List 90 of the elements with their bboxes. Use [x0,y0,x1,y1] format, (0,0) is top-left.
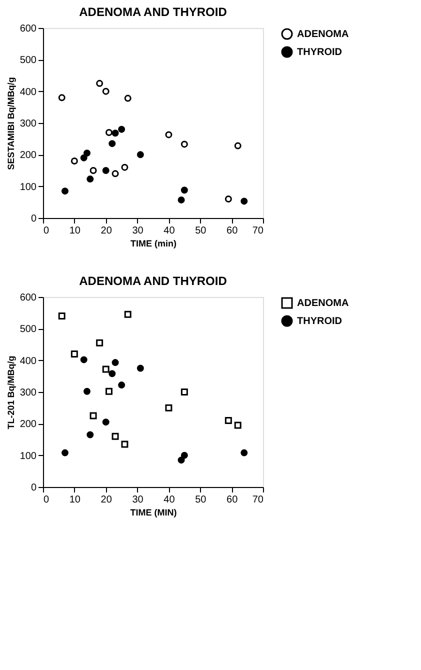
point [102,418,110,426]
point [102,167,110,174]
x-tick-label: 70 [252,226,264,236]
y-tick-label: 100 [20,450,37,462]
point [106,388,112,395]
y-tick-label: 0 [30,482,37,494]
point [121,164,128,171]
x-tick-label: 40 [164,494,176,506]
point [80,356,88,364]
point [112,130,119,137]
y-tick-label: 100 [20,182,37,193]
legend-label: THYROID [297,47,342,58]
y-tick-label: 600 [20,292,37,304]
point [90,412,97,420]
y-tick-label: 400 [20,86,37,98]
x-tick-label: 60 [226,494,238,506]
point [112,359,119,366]
point [180,140,188,148]
x-tick-label: 70 [252,494,264,506]
y-axis-title: TL-201 Bq/MBq/g [6,356,16,430]
x-tick-label: 50 [195,226,207,236]
point [124,94,132,102]
point [165,131,172,138]
x-tick-label: 20 [100,226,112,236]
point [178,456,185,464]
x-tick-label: 50 [195,494,207,506]
x-tick-label: 40 [164,226,176,236]
point [90,167,97,174]
legend-label: ADENOMA [297,29,349,40]
point [108,370,116,378]
point [112,432,119,440]
y-axis-title: SESTAMIBI Bq/MBq/g [6,77,16,170]
point [136,364,144,372]
point [86,431,94,438]
x-axis-title: TIME (min) [130,238,176,248]
point [180,186,188,194]
point [165,404,172,412]
point [96,80,104,87]
point [240,198,248,205]
x-tick-label: 10 [69,494,81,506]
x-tick-label: 10 [69,226,81,236]
y-tick-label: 500 [20,324,37,336]
point [136,151,144,158]
legend-label: ADENOMA [297,298,349,309]
x-tick-label: 20 [100,494,112,506]
point [224,417,232,424]
chart-title: ADENOMA AND THYROID [79,5,228,19]
point [118,382,126,389]
point [108,140,116,148]
x-axis-title: TIME (MIN) [130,508,177,518]
chart-title: ADENOMA AND THYROID [79,274,228,288]
point [178,196,185,204]
x-tick-label: 0 [44,494,50,506]
point [180,452,188,459]
point [124,310,132,318]
point [112,170,119,178]
point [58,94,66,102]
y-tick-label: 400 [20,356,37,367]
point [234,422,242,429]
point [80,154,88,162]
point [224,196,232,202]
point [121,440,128,448]
point [106,129,112,136]
y-tick-label: 200 [20,419,37,430]
y-tick-label: 200 [20,150,37,162]
y-tick-label: 0 [30,214,37,224]
point [234,142,242,150]
point [62,188,68,195]
point [96,339,104,346]
point [102,366,110,373]
y-tick-label: 600 [20,24,37,34]
legend-label: THYROID [297,316,342,327]
point [62,449,68,456]
point [118,126,126,133]
x-tick-label: 0 [44,226,50,236]
y-tick-label: 300 [20,118,37,130]
y-tick-label: 300 [20,388,37,398]
y-tick-label: 500 [20,55,37,66]
point [102,88,110,95]
point [240,449,248,456]
x-tick-label: 60 [226,226,238,236]
point [58,312,66,320]
point [84,150,90,157]
point [84,388,90,395]
point [70,158,78,164]
x-tick-label: 30 [132,226,144,236]
point [70,350,78,358]
point [86,176,94,183]
point [180,388,188,396]
x-tick-label: 30 [132,494,144,506]
